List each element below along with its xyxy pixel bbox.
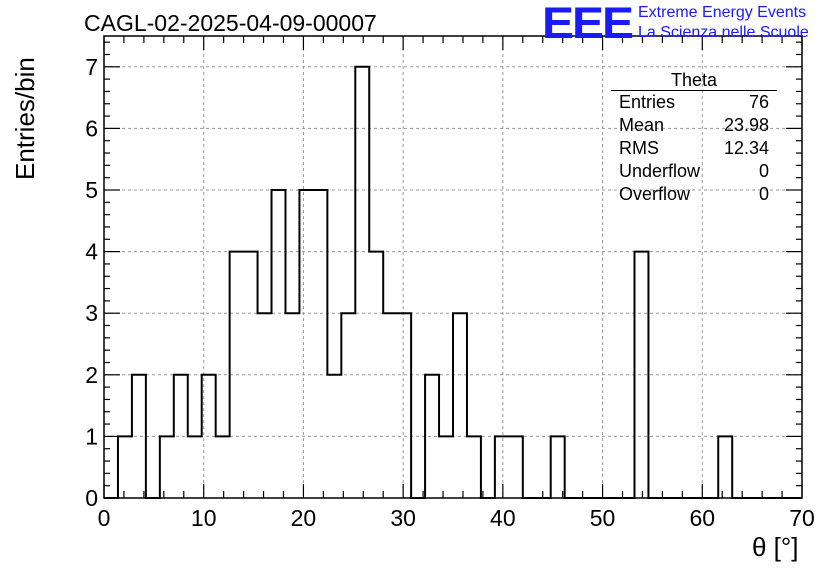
- histogram-bin: [383, 313, 397, 498]
- histogram-bin: [341, 313, 355, 498]
- stats-row-underflow: Underflow 0: [611, 160, 777, 183]
- y-tick-label: 6: [85, 115, 98, 141]
- axes: [103, 35, 803, 499]
- histogram-bin: [258, 313, 272, 498]
- stats-row-rms: RMS 12.34: [611, 137, 777, 160]
- stats-label: Overflow: [619, 184, 691, 204]
- histogram-bin: [174, 375, 188, 498]
- histogram-bin: [509, 436, 523, 498]
- stats-label: RMS: [619, 138, 659, 158]
- chart-title: CAGL-02-2025-04-09-00007: [84, 10, 377, 36]
- x-tick-label: 40: [490, 505, 516, 531]
- stats-value: 0: [758, 184, 769, 204]
- y-axis-label: Entries/bin: [10, 57, 40, 180]
- logo-line-2: La Scienza nelle Scuole: [638, 24, 809, 41]
- stats-row-entries: Entries 76: [611, 91, 777, 114]
- y-tick-label: 4: [85, 239, 98, 265]
- x-tick-label: 0: [98, 505, 111, 531]
- y-tick-label: 3: [85, 300, 98, 326]
- stats-label: Underflow: [619, 161, 701, 181]
- histogram-bin: [355, 67, 369, 498]
- stats-label: Mean: [619, 115, 665, 135]
- stats-value: 0: [758, 161, 769, 181]
- histogram-bin: [272, 190, 286, 498]
- histogram-bin: [453, 313, 467, 498]
- histogram-bin: [118, 436, 132, 498]
- stats-label: Entries: [619, 92, 676, 112]
- y-tick-label: 1: [85, 423, 98, 449]
- x-tick-label: 20: [291, 505, 317, 531]
- histogram-bin: [313, 190, 327, 498]
- histogram-bin: [299, 190, 313, 498]
- histogram-bin: [439, 436, 453, 498]
- x-tick-label: 60: [689, 505, 715, 531]
- x-tick-label: 70: [789, 505, 815, 531]
- y-tick-label: 0: [85, 485, 98, 511]
- histogram-bin: [397, 313, 411, 498]
- plot-frame: [103, 35, 803, 499]
- y-tick-label: 2: [85, 362, 98, 388]
- x-tick-label: 10: [191, 505, 217, 531]
- stats-row-mean: Mean 23.98: [611, 114, 777, 137]
- histogram-bin: [216, 436, 230, 498]
- stats-value: 23.98: [723, 115, 769, 135]
- histogram-bin: [718, 436, 732, 498]
- histogram-bin: [285, 313, 299, 498]
- histogram-bin: [467, 436, 481, 498]
- histogram-bin: [551, 436, 565, 498]
- stats-value: 12.34: [723, 138, 769, 158]
- stats-title: Theta: [611, 70, 777, 91]
- x-tick-label: 50: [590, 505, 616, 531]
- logo-line-1: Extreme Energy Events: [638, 4, 807, 21]
- histogram-bin: [495, 436, 509, 498]
- y-tick-label: 7: [85, 54, 98, 80]
- stats-value: 76: [748, 92, 769, 112]
- tick-labels: 0 10 20 30 40 50 60 70 0 1 2 3 4 5 6 7: [85, 54, 815, 531]
- x-axis-label: θ [°]: [752, 532, 799, 562]
- stats-row-overflow: Overflow 0: [611, 183, 777, 206]
- histogram-bin: [188, 436, 202, 498]
- histogram-bin: [160, 436, 174, 498]
- x-tick-label: 30: [390, 505, 416, 531]
- eee-logo-icon: EEE: [542, 0, 634, 48]
- y-tick-label: 5: [85, 177, 98, 203]
- stats-box: Theta Entries 76 Mean 23.98 RMS 12.34 Un…: [611, 70, 777, 206]
